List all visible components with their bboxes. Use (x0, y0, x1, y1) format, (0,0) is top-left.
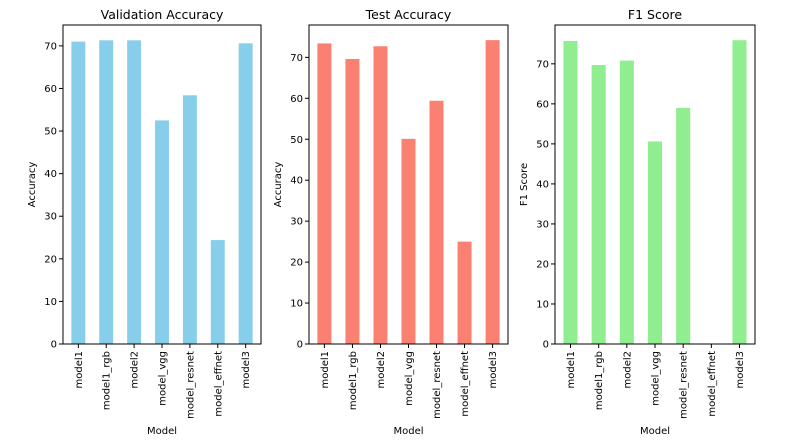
x-tick-label: model2 (376, 351, 387, 389)
y-tick-label: 50 (44, 127, 57, 138)
bar-model_vgg (155, 120, 169, 345)
y-tick-label: 50 (536, 139, 549, 150)
bar-model3 (238, 43, 253, 345)
y-tick-label: 60 (44, 84, 57, 95)
x-axis-label: Model (640, 426, 670, 437)
y-tick-label: 10 (536, 299, 549, 310)
x-tick-label: model1_rgb (102, 351, 113, 410)
bar-model_resnet (429, 100, 444, 344)
x-tick-label: model_effnet (213, 351, 224, 417)
x-tick-label: model1 (74, 351, 85, 389)
x-tick-label: model_resnet (185, 351, 196, 419)
x-tick-label: model_vgg (404, 351, 415, 406)
chart-panel-1: 0 10 20 30 40 50 60 70 model1 model1_rgb model2 mod… (27, 7, 262, 437)
bar-model_resnet (182, 95, 197, 345)
chart-panel-3: 0 10 20 30 40 50 60 70 model1 model1_rgb model2 mod… (519, 7, 756, 437)
y-tick-label: 70 (290, 53, 303, 64)
y-tick-label: 60 (536, 99, 549, 110)
bar-model2 (373, 46, 388, 344)
x-tick-label: model_effnet (707, 351, 718, 417)
chart-title: Validation Accuracy (101, 7, 224, 22)
bar-model1_rgb (591, 65, 606, 344)
y-tick-label: 40 (536, 179, 549, 190)
bar-model1 (317, 43, 332, 345)
bar-model_resnet (676, 107, 691, 344)
x-tick-label: model_resnet (679, 351, 690, 419)
y-tick-label: 10 (44, 297, 57, 308)
x-tick-label: model1 (566, 351, 577, 389)
y-tick-label: 0 (543, 340, 549, 351)
bar-model_effnet (457, 241, 472, 344)
x-axis-label: Model (393, 426, 423, 437)
y-tick-label: 30 (44, 212, 57, 223)
bar-model_effnet (210, 240, 225, 344)
y-tick-label: 70 (536, 59, 549, 70)
x-tick-label: model3 (735, 351, 746, 389)
x-tick-label: model1_rgb (594, 351, 605, 410)
x-tick-label: model2 (130, 351, 141, 389)
x-tick-label: model3 (241, 351, 252, 389)
y-tick-label: 30 (536, 219, 549, 230)
x-tick-label: model_resnet (432, 351, 443, 419)
x-axis-label: Model (147, 426, 177, 437)
y-axis-label: F1 Score (519, 163, 530, 206)
bar-model3 (732, 40, 747, 345)
bar-model_vgg (401, 138, 416, 344)
y-tick-label: 0 (297, 340, 303, 351)
x-tick-label: model2 (622, 351, 633, 389)
bar-model_vgg (647, 141, 663, 344)
y-tick-label: 70 (44, 41, 57, 52)
y-axis-label: Accuracy (27, 162, 38, 208)
y-axis-label: Accuracy (273, 162, 284, 208)
y-tick-label: 40 (44, 169, 57, 180)
bar-model2 (619, 60, 634, 345)
x-tick-label: model_effnet (460, 351, 471, 417)
bar-model2 (127, 40, 142, 344)
y-tick-label: 50 (290, 135, 303, 146)
bar-model1 (563, 41, 578, 344)
x-tick-label: model3 (488, 351, 499, 389)
y-tick-label: 40 (290, 176, 303, 187)
bar-model1 (71, 41, 86, 345)
y-tick-label: 30 (290, 217, 303, 228)
bar-model1_rgb (345, 58, 360, 345)
y-tick-label: 20 (44, 254, 57, 265)
bar-model3 (485, 40, 500, 345)
chart-title: Test Accuracy (365, 7, 452, 22)
x-tick-label: model_vgg (158, 351, 169, 406)
chart-title: F1 Score (628, 7, 682, 22)
y-tick-label: 60 (290, 94, 303, 105)
x-tick-label: model_vgg (651, 351, 662, 406)
y-tick-label: 20 (290, 258, 303, 269)
y-tick-label: 0 (51, 340, 57, 351)
x-tick-label: model1_rgb (348, 351, 359, 410)
x-tick-label: model1 (320, 351, 331, 389)
y-tick-label: 20 (536, 259, 549, 270)
bar-model1_rgb (99, 40, 114, 344)
y-tick-label: 10 (290, 299, 303, 310)
chart-panel-2: 0 10 20 30 40 50 60 70 model1 model1_rgb model2 mod… (273, 7, 509, 437)
